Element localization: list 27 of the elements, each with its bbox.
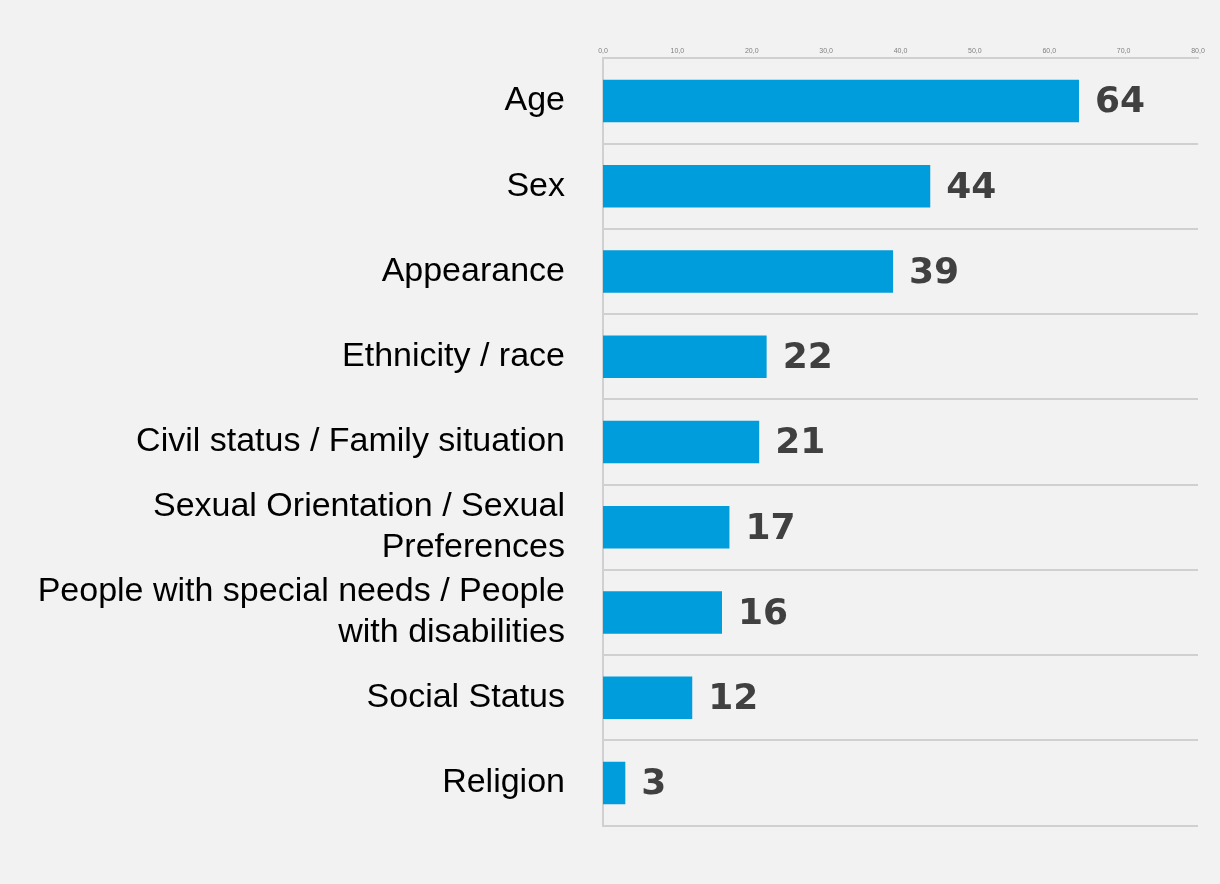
bar	[603, 591, 722, 634]
y-tick-label: Age	[504, 79, 565, 118]
bar	[603, 79, 1079, 123]
bar	[603, 761, 626, 805]
data-label: 64	[1095, 79, 1146, 121]
data-label: 16	[738, 590, 789, 632]
data-label: 39	[909, 249, 960, 291]
y-tick-label: Ethnicity / race	[342, 335, 565, 374]
data-label: 44	[946, 164, 997, 206]
y-tick-label: Appearance	[381, 249, 565, 288]
y-tick-label: People with special needs / People with disabilities	[37, 570, 565, 650]
y-tick-label: Sex	[506, 164, 565, 203]
bar	[603, 250, 894, 293]
bar	[603, 676, 693, 720]
data-label: 17	[745, 505, 796, 547]
y-tick-label: Religion	[442, 761, 565, 800]
data-label: 21	[775, 420, 826, 462]
data-label: 3	[641, 761, 667, 803]
bar	[603, 335, 767, 379]
bar	[603, 505, 730, 549]
data-label: 22	[782, 335, 833, 377]
y-tick-label: Social Status	[366, 676, 565, 715]
y-tick-label: Civil status / Family situation	[136, 420, 565, 459]
data-label: 12	[708, 676, 759, 718]
bar	[603, 164, 931, 208]
bar	[603, 420, 760, 464]
y-tick-label: Sexual Orientation / Sexual Preferences	[152, 485, 565, 565]
